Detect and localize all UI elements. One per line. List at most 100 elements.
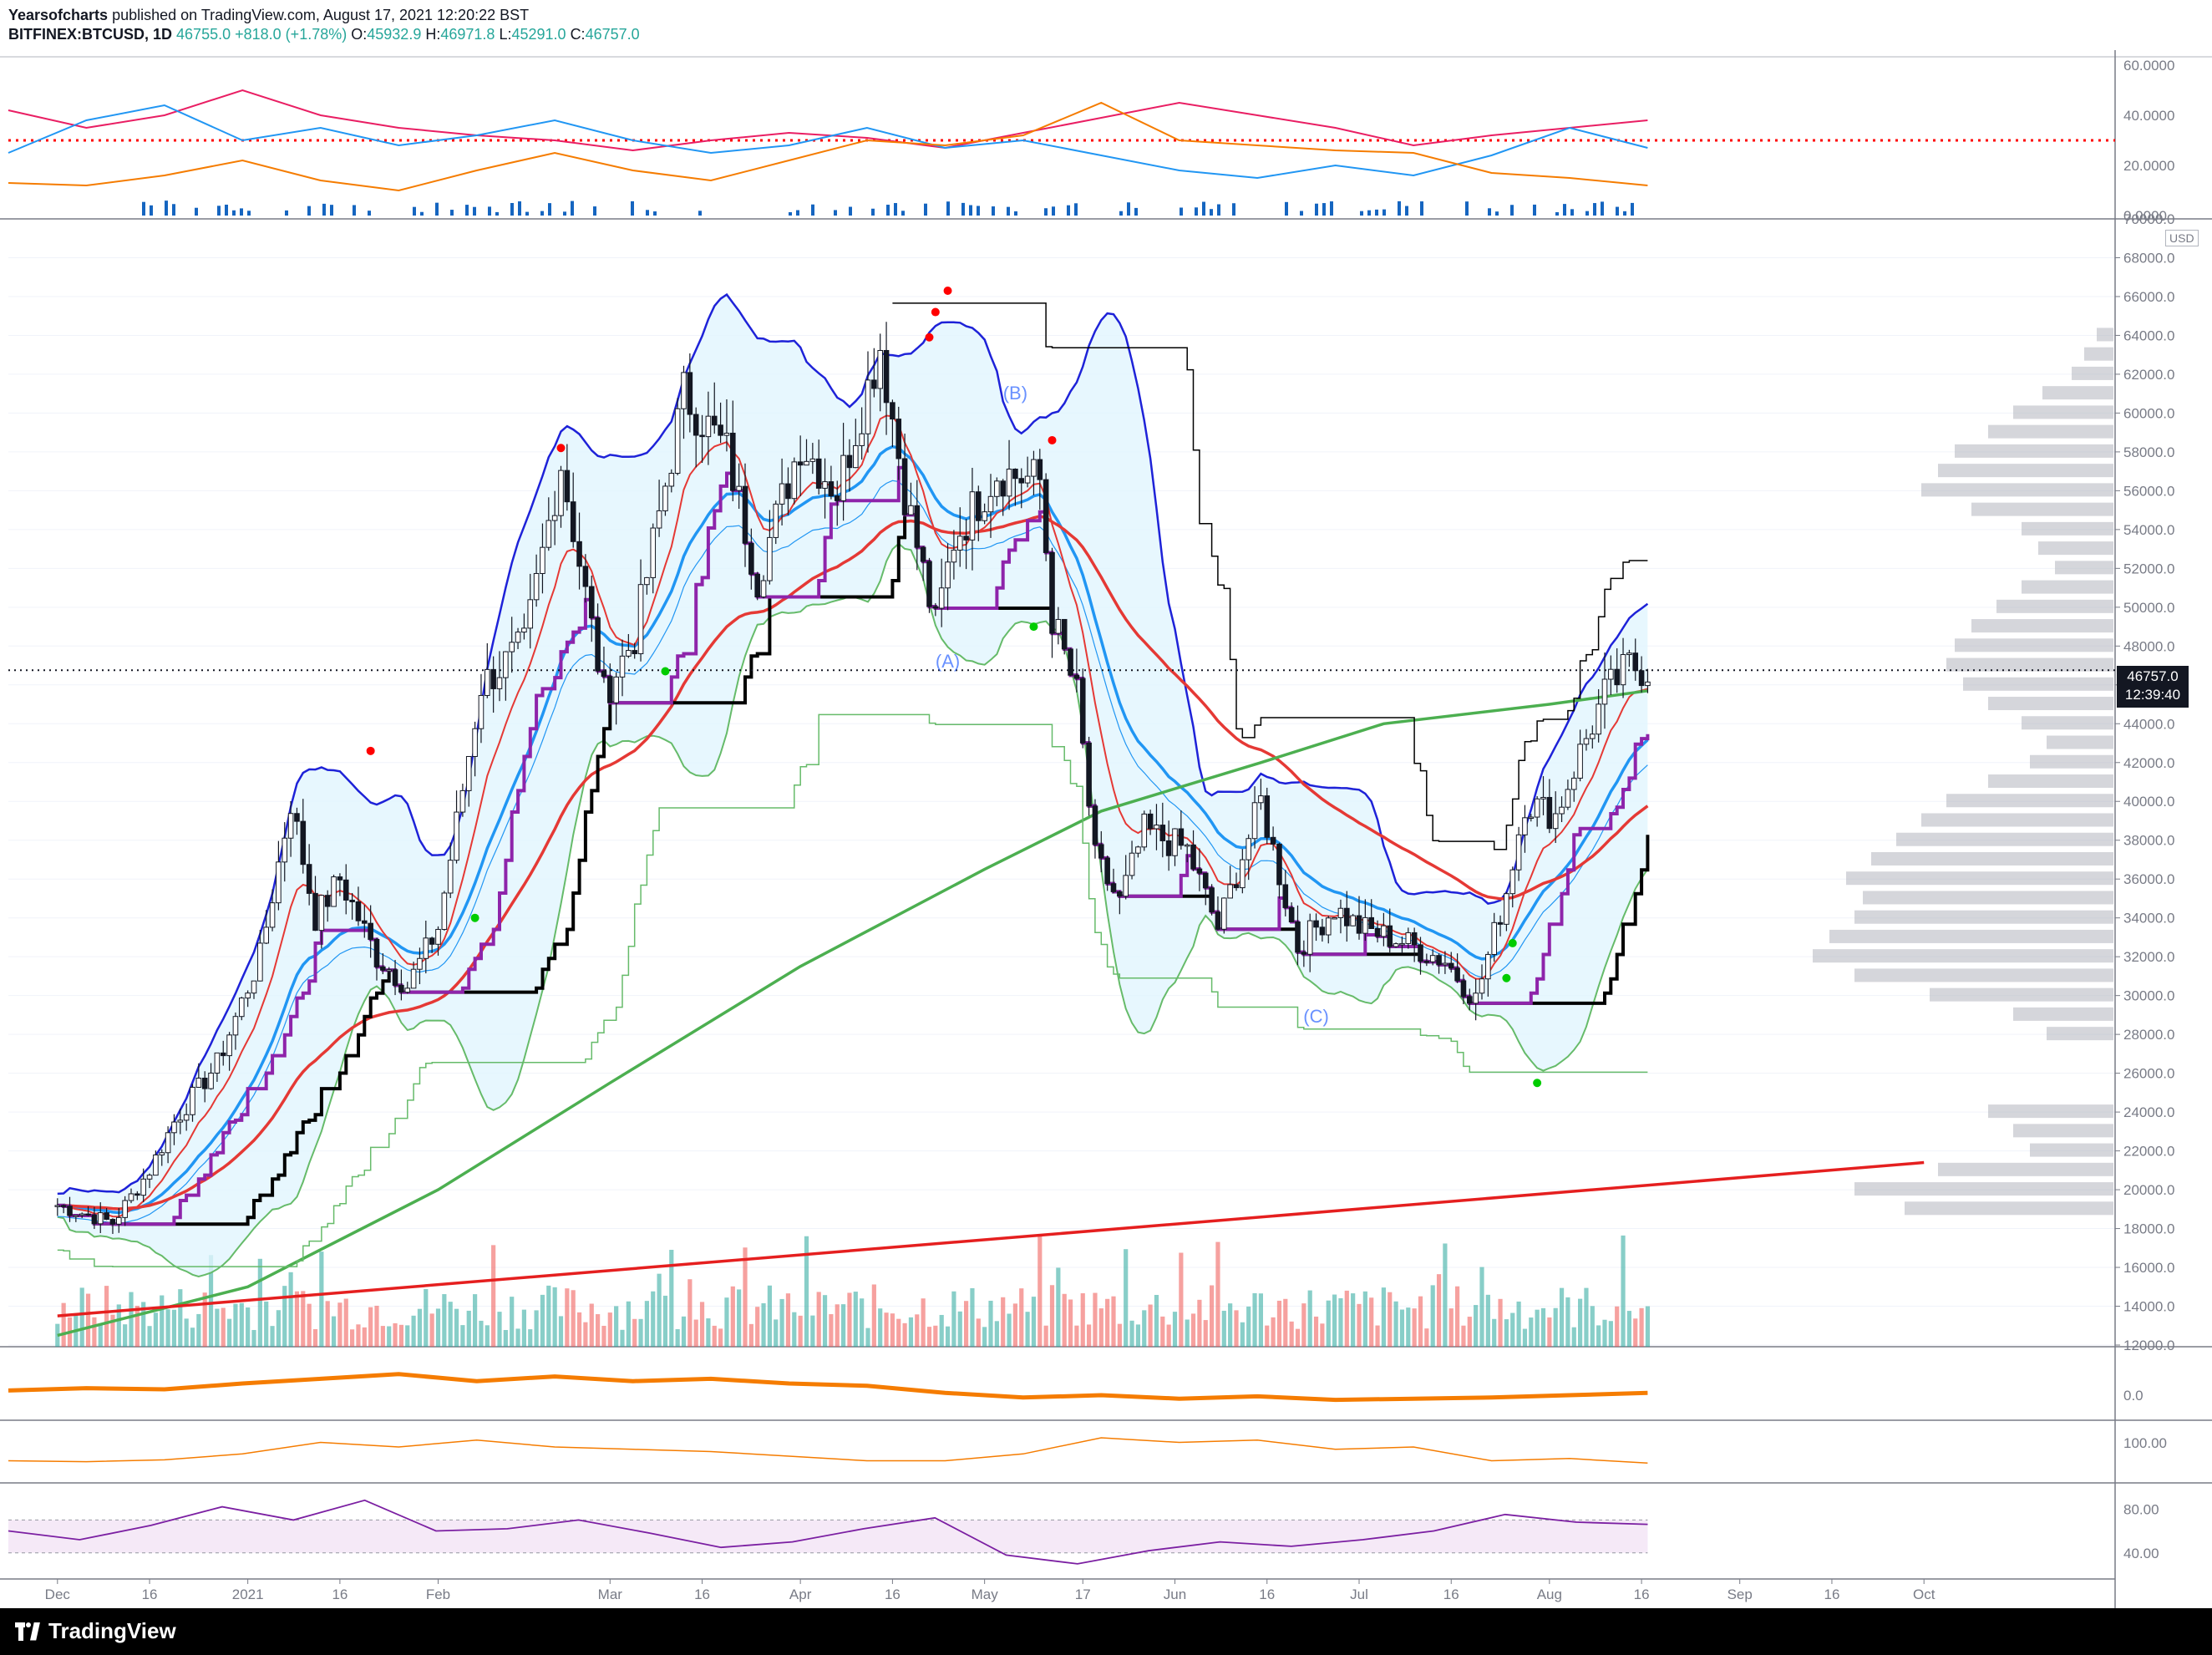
x-tick-label: 16: [332, 1586, 348, 1602]
candle-body: [1596, 703, 1601, 735]
volume-bar: [798, 1315, 803, 1347]
candle-body: [1436, 955, 1442, 966]
candle-body: [312, 892, 318, 932]
signal-dot: [943, 286, 952, 295]
volume-bar: [196, 1313, 201, 1347]
candle-body: [1043, 479, 1049, 553]
volume-bar: [1093, 1292, 1098, 1347]
dmi-histogram-bar: [1405, 206, 1408, 216]
rsi-axis-label: 80.00: [2123, 1501, 2159, 1517]
volume-bar: [510, 1297, 515, 1347]
volume-bar: [860, 1298, 865, 1347]
volume-bar: [687, 1279, 693, 1347]
candle-body: [1000, 480, 1007, 497]
candle-body: [1565, 789, 1571, 808]
volume-bar: [926, 1327, 932, 1347]
volume-bar: [1313, 1316, 1319, 1347]
y-tick-label: 52000.0: [2123, 561, 2174, 576]
volume-bar: [871, 1284, 876, 1347]
candle-body: [533, 572, 540, 601]
dmi-histogram-bar: [1495, 211, 1499, 216]
volume-bar: [1105, 1298, 1110, 1347]
volume-bar: [994, 1321, 999, 1347]
volume-bar: [1565, 1297, 1570, 1347]
profile-bar: [1996, 599, 2113, 613]
candle-body: [687, 372, 693, 415]
dmi-histogram-bar: [1119, 211, 1123, 216]
volume-bar: [1326, 1300, 1331, 1347]
candle-body: [239, 998, 245, 1018]
candle-body: [1418, 944, 1423, 962]
candle-body: [785, 483, 791, 500]
volume-bar: [1038, 1235, 1043, 1347]
close-label: C:: [570, 26, 586, 43]
candle-body: [1104, 857, 1110, 885]
candle-body: [822, 481, 828, 489]
volume-bar: [662, 1295, 668, 1347]
candle-body: [116, 1216, 122, 1225]
dmi-pane: 60.0000 40.0000 20.0000 0.0000: [8, 58, 2174, 224]
volume-bar: [393, 1322, 398, 1347]
volume-bar: [521, 1309, 526, 1347]
volume-bar: [890, 1313, 895, 1347]
y-tick-label: 22000.0: [2123, 1144, 2174, 1160]
profile-bar: [1946, 657, 2113, 672]
candle-body: [1590, 734, 1596, 739]
candle-body: [982, 511, 987, 521]
currency-badge[interactable]: USD: [2165, 230, 2199, 246]
volume-bar: [1056, 1267, 1061, 1347]
candle-body: [496, 677, 503, 689]
candle-body: [417, 957, 423, 970]
candle-body: [613, 676, 619, 703]
dmi-histogram-bar: [285, 210, 288, 216]
candle-body: [1374, 928, 1381, 937]
dmi-histogram-bar: [1631, 202, 1634, 216]
candle-body: [404, 987, 411, 993]
volume-bar: [1142, 1310, 1147, 1347]
volume-bar: [761, 1302, 766, 1347]
candle-body: [1405, 932, 1412, 944]
volume-bar: [1215, 1241, 1220, 1347]
volume-bar: [343, 1298, 348, 1347]
dmi-histogram-bar: [217, 206, 221, 216]
candle-body: [190, 1086, 195, 1115]
candle-body: [705, 415, 712, 438]
volume-bar: [1492, 1318, 1497, 1347]
y-tick-label: 48000.0: [2123, 638, 2174, 654]
candle-body: [951, 549, 957, 563]
volume-bar: [479, 1320, 484, 1347]
candle-body: [318, 895, 325, 932]
candle-body: [711, 415, 718, 426]
dmi-histogram-bar: [1488, 208, 1491, 216]
dmi-histogram-bar: [510, 202, 514, 216]
candle-body: [914, 505, 921, 548]
candle-body: [871, 379, 877, 389]
x-tick-label: 16: [142, 1586, 158, 1602]
tradingview-logo[interactable]: TradingView: [15, 1618, 176, 1644]
signal-dot: [556, 444, 566, 453]
volume-bar: [331, 1316, 337, 1347]
dmi-histogram-bar: [811, 204, 814, 216]
volume-bar: [1074, 1325, 1079, 1347]
candle-body: [1135, 846, 1141, 854]
volume-bar: [540, 1294, 545, 1347]
candle-body: [693, 414, 699, 436]
dmi-axis-label: 60.0000: [2123, 58, 2174, 74]
y-tick-label: 36000.0: [2123, 871, 2174, 887]
candle-body: [1288, 906, 1295, 923]
publisher-name[interactable]: Yearsofcharts: [8, 7, 109, 23]
volume-bar: [534, 1310, 539, 1347]
volume-bar: [1375, 1325, 1380, 1347]
dmi-histogram-bar: [1217, 204, 1220, 216]
symbol-label[interactable]: BITFINEX:BTCUSD, 1D: [8, 26, 173, 43]
dmi-histogram-bar: [465, 205, 469, 216]
dmi-histogram-bar: [1195, 207, 1198, 216]
dmi-histogram-bar: [1330, 201, 1333, 216]
candle-body: [1227, 884, 1233, 899]
y-tick-label: 12000.0: [2123, 1338, 2174, 1353]
volume-bar: [669, 1250, 674, 1347]
profile-bar: [1988, 1104, 2113, 1119]
dmi-histogram-bar: [1074, 203, 1078, 216]
candle-body: [183, 1114, 190, 1121]
volume-bar: [718, 1328, 723, 1347]
